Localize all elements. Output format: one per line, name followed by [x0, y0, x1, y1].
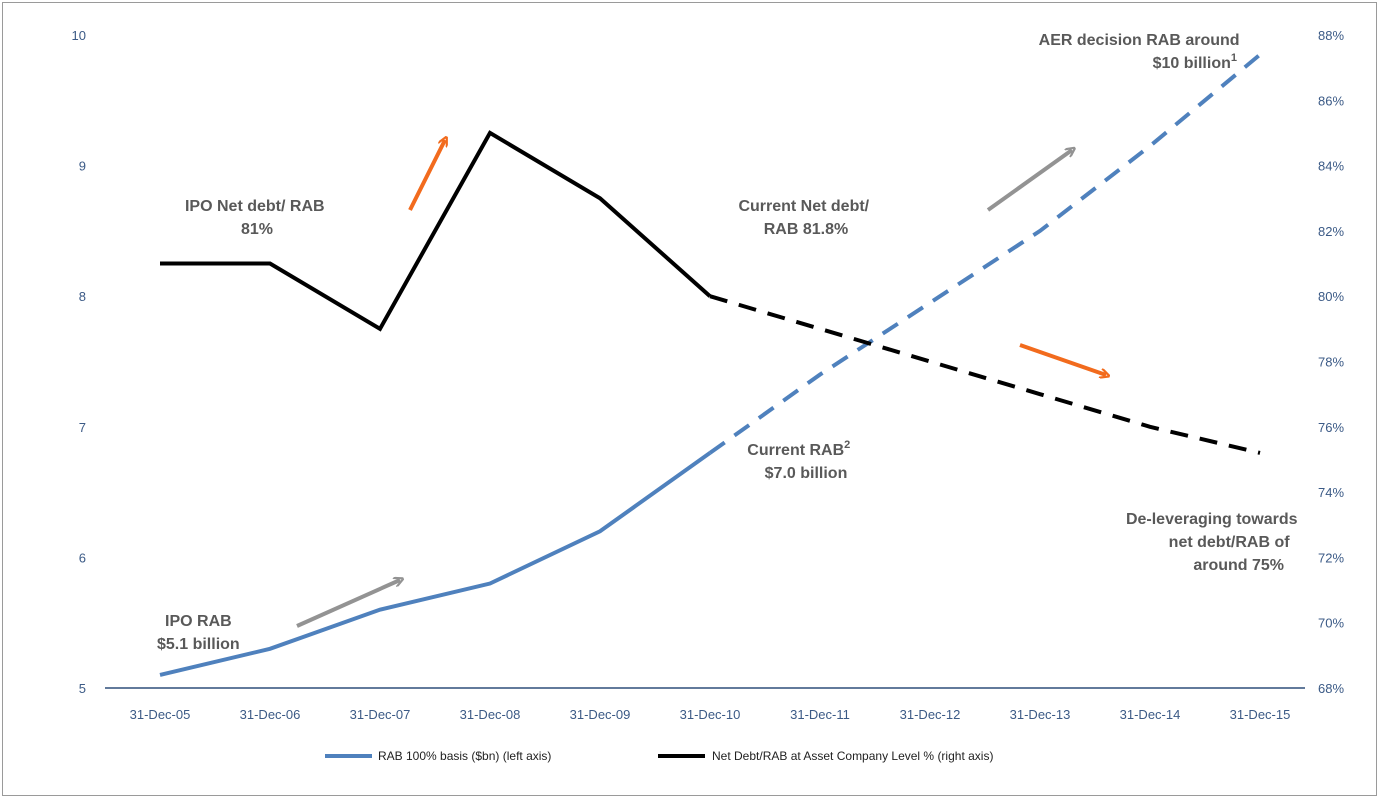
x-axis-tick-label: 31-Dec-09 — [570, 707, 631, 722]
legend-label-debt: Net Debt/RAB at Asset Company Level % (r… — [712, 749, 993, 763]
x-axis-ticks: 31-Dec-05 31-Dec-06 31-Dec-07 31-Dec-08 31-D… — [130, 707, 1291, 722]
orange-down-arrow — [1019, 343, 1106, 375]
x-axis-tick-label: 31-Dec-11 — [790, 707, 850, 722]
series-rab-forecast-line — [708, 53, 1262, 455]
series-debt-actual-line — [160, 130, 712, 332]
right-axis-tick-label: 86% — [1318, 93, 1344, 108]
legend: RAB 100% basis ($bn) (left axis) Net Deb… — [325, 749, 993, 763]
right-axis-tick-label: 76% — [1318, 420, 1344, 435]
right-axis-tick-label: 70% — [1318, 616, 1344, 631]
annotation-current-rab: Current RAB2 $7.0 billion — [747, 435, 854, 482]
right-axis-tick-label: 84% — [1318, 159, 1344, 174]
annotation-deleveraging: De-leveraging towards net debt/RAB of ar… — [1126, 511, 1302, 574]
gray-up-arrow-left — [296, 580, 400, 628]
series-debt-forecast-line — [709, 294, 1261, 455]
x-axis-tick-label: 31-Dec-06 — [240, 707, 301, 722]
orange-up-arrow — [408, 140, 445, 211]
x-axis-tick-label: 31-Dec-15 — [1230, 707, 1291, 722]
right-axis-tick-label: 82% — [1318, 224, 1344, 239]
x-axis-tick-label: 31-Dec-08 — [460, 707, 521, 722]
x-axis-tick-label: 31-Dec-14 — [1120, 707, 1181, 722]
left-axis-tick-label: 8 — [79, 289, 86, 304]
left-axis-tick-label: 7 — [79, 420, 86, 435]
right-axis-tick-label: 80% — [1318, 289, 1344, 304]
left-axis-tick-label: 10 — [72, 28, 86, 43]
left-axis-ticks: 5 6 7 8 9 10 — [72, 28, 86, 696]
right-axis-tick-label: 78% — [1318, 355, 1344, 370]
gray-up-arrow-right — [986, 150, 1072, 212]
right-axis-tick-label: 72% — [1318, 550, 1344, 565]
left-axis-tick-label: 6 — [79, 550, 86, 565]
x-axis-tick-label: 31-Dec-12 — [900, 707, 961, 722]
x-axis-tick-label: 31-Dec-13 — [1010, 707, 1071, 722]
x-axis-tick-label: 31-Dec-07 — [350, 707, 411, 722]
annotation-ipo-net-debt: IPO Net debt/ RAB 81% — [185, 198, 329, 238]
annotation-current-net-debt: Current Net debt/ RAB 81.8% — [738, 198, 873, 238]
x-axis-tick-label: 31-Dec-05 — [130, 707, 191, 722]
annotation-aer-decision: AER decision RAB around $10 billion1 — [1039, 32, 1244, 72]
x-axis-tick-label: 31-Dec-10 — [680, 707, 741, 722]
right-axis-tick-label: 88% — [1318, 28, 1344, 43]
annotation-ipo-rab: IPO RAB $5.1 billion — [157, 613, 240, 653]
legend-label-rab: RAB 100% basis ($bn) (left axis) — [378, 749, 551, 763]
left-axis-tick-label: 5 — [79, 681, 86, 696]
right-axis-tick-label: 68% — [1318, 681, 1344, 696]
series-layer — [159, 53, 1262, 677]
right-axis-ticks: 68% 70% 72% 74% 76% 78% 80% 82% 84% 86% 88% — [1318, 28, 1344, 696]
series-rab-actual-line — [159, 451, 712, 677]
left-axis-tick-label: 9 — [79, 159, 86, 174]
right-axis-tick-label: 74% — [1318, 485, 1344, 500]
